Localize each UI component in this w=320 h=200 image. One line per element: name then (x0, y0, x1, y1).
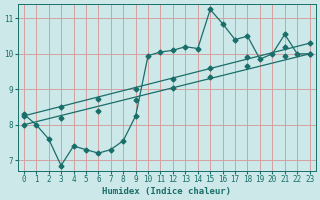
X-axis label: Humidex (Indice chaleur): Humidex (Indice chaleur) (102, 187, 231, 196)
